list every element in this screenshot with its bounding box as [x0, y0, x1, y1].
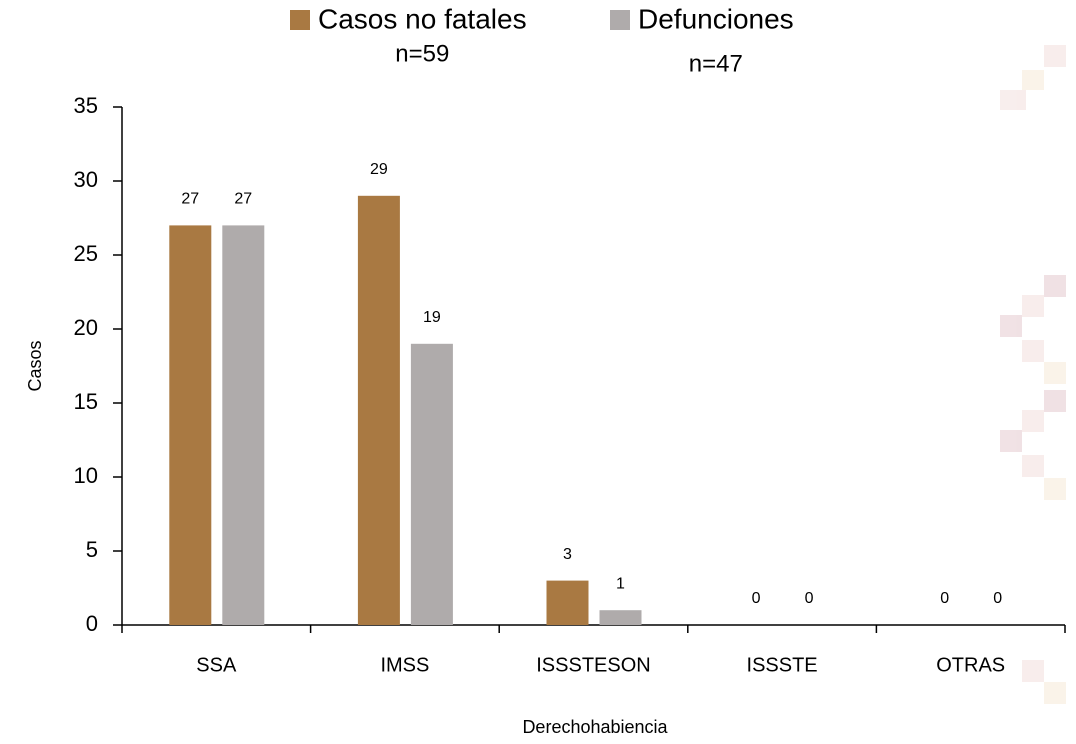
annotation: n=47 — [689, 50, 743, 77]
data-label: 29 — [370, 161, 388, 178]
chart: Casos Derechohabiencia 05101520253035SSA… — [0, 0, 1076, 744]
x-tick-label: ISSSTE — [747, 654, 818, 676]
annotation: n=59 — [395, 40, 449, 67]
x-tick-label: OTRAS — [936, 654, 1005, 676]
data-label: 3 — [563, 546, 572, 563]
y-tick-label: 35 — [74, 93, 98, 118]
data-label: 0 — [752, 590, 761, 607]
y-tick-label: 15 — [74, 389, 98, 414]
bar — [222, 225, 264, 625]
decoration — [1000, 45, 1066, 704]
bar — [547, 581, 589, 625]
data-label: 1 — [616, 575, 625, 592]
data-label: 0 — [993, 590, 1002, 607]
x-tick-label: IMSS — [380, 654, 429, 676]
y-tick-label: 20 — [74, 315, 98, 340]
y-tick-label: 25 — [74, 241, 98, 266]
x-tick-label: ISSSTESON — [536, 654, 650, 676]
data-label: 19 — [423, 309, 441, 326]
bar — [169, 225, 211, 625]
y-axis-title: Casos — [25, 340, 45, 391]
y-tick-label: 30 — [74, 167, 98, 192]
y-tick-label: 10 — [74, 463, 98, 488]
bar — [600, 610, 642, 625]
bar — [411, 344, 453, 625]
y-tick-label: 0 — [86, 611, 98, 636]
data-label: 0 — [940, 590, 949, 607]
legend-swatch — [290, 10, 310, 30]
data-label: 27 — [234, 191, 252, 208]
data-label: 27 — [181, 191, 199, 208]
x-tick-label: SSA — [196, 654, 237, 676]
x-axis-title: Derechohabiencia — [522, 717, 668, 737]
data-label: 0 — [805, 590, 814, 607]
bar — [358, 196, 400, 625]
legend-swatch — [610, 10, 630, 30]
legend-label: Defunciones — [638, 3, 794, 34]
legend-label: Casos no fatales — [318, 3, 527, 34]
y-tick-label: 5 — [86, 537, 98, 562]
